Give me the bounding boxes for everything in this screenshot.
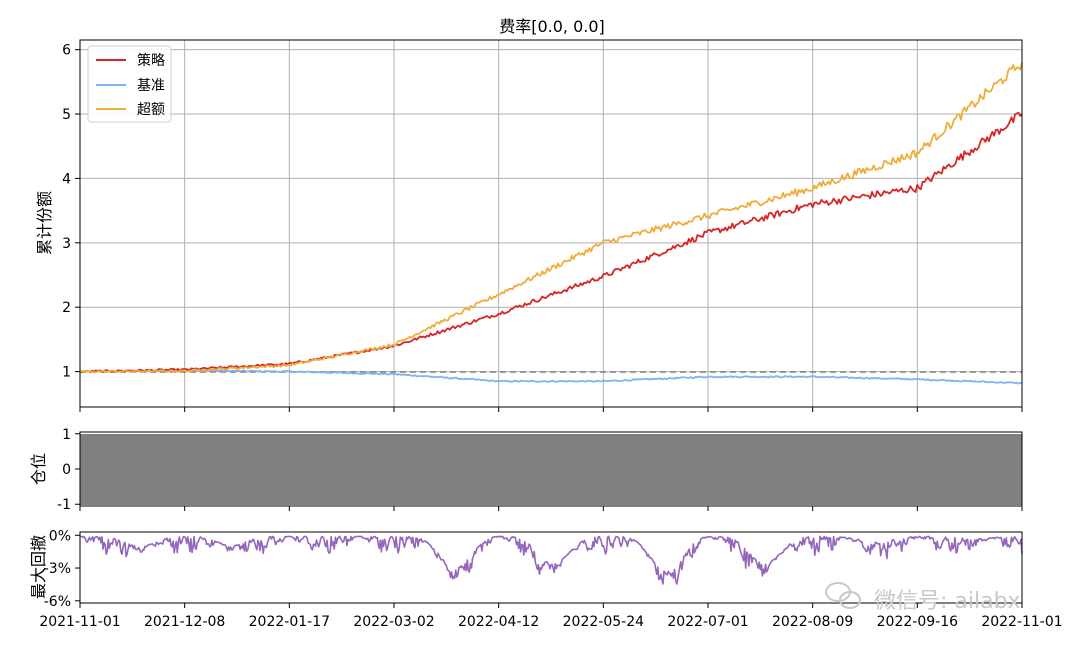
legend-box [87, 45, 172, 123]
drawdown-line [79, 535, 1023, 585]
watermark: 微信号: ailabx [825, 582, 1021, 614]
watermark-text: 微信号: ailabx [874, 589, 1021, 614]
x-tick-label: 2022-05-24 [563, 614, 644, 630]
y-tick-label: 6 [62, 43, 71, 59]
position-y-tick-label: 1 [62, 427, 71, 443]
cumulative-share-chart: 费率[0.0, 0.0] 1 2 3 4 5 6 累计份额 策略 基准 超额 [35, 17, 1023, 412]
position-y-tick-label: -1 [57, 497, 71, 513]
y-tick-label: 4 [62, 171, 71, 187]
legend-label-excess: 超额 [137, 102, 165, 118]
drawdown-y-tick-label: 0% [49, 528, 71, 544]
x-tick-label: 2022-03-02 [353, 614, 434, 630]
plot-frame [79, 39, 1023, 408]
x-tick-label: 2022-11-01 [981, 614, 1062, 630]
position-y-axis-label: 仓位 [29, 453, 48, 485]
max-drawdown-chart: -6% -3% 0% 2021-11-01 2021-12-08 2022-01-17 2… [29, 528, 1063, 630]
x-tick-label: 2021-12-08 [144, 614, 225, 630]
x-tick-label: 2022-04-12 [458, 614, 539, 630]
drawdown-y-axis-label: 最大回撤 [29, 535, 48, 599]
y-tick-label: 5 [62, 107, 71, 123]
x-tick-label: 2022-08-09 [772, 614, 853, 630]
x-tick-label: 2022-01-17 [249, 614, 330, 630]
y-tick-label: 1 [62, 365, 71, 381]
series-line-2 [79, 62, 1023, 374]
wechat-icon [825, 582, 861, 609]
legend: 策略 基准 超额 [87, 45, 172, 123]
drawdown-y-tick-label: -3% [44, 561, 71, 577]
legend-label-strategy: 策略 [137, 52, 165, 69]
position-chart: -1 0 1 仓位 [29, 427, 1023, 513]
y-tick-label: 2 [62, 300, 71, 316]
legend-label-benchmark: 基准 [137, 77, 165, 94]
x-tick-label: 2022-09-16 [877, 614, 958, 630]
series-line-0 [79, 111, 1023, 374]
chart-title: 费率[0.0, 0.0] [499, 17, 605, 36]
position-y-tick-label: 0 [62, 462, 71, 478]
drawdown-y-tick-label: -6% [44, 594, 71, 610]
position-fill [80, 434, 1022, 505]
x-tick-label: 2022-07-01 [667, 614, 748, 630]
x-tick-label: 2021-11-01 [39, 614, 120, 630]
drawdown-frame [79, 531, 1023, 604]
y-tick-label: 3 [62, 236, 71, 252]
series-line-1 [79, 368, 1023, 385]
y-axis-label: 累计份额 [35, 191, 54, 255]
